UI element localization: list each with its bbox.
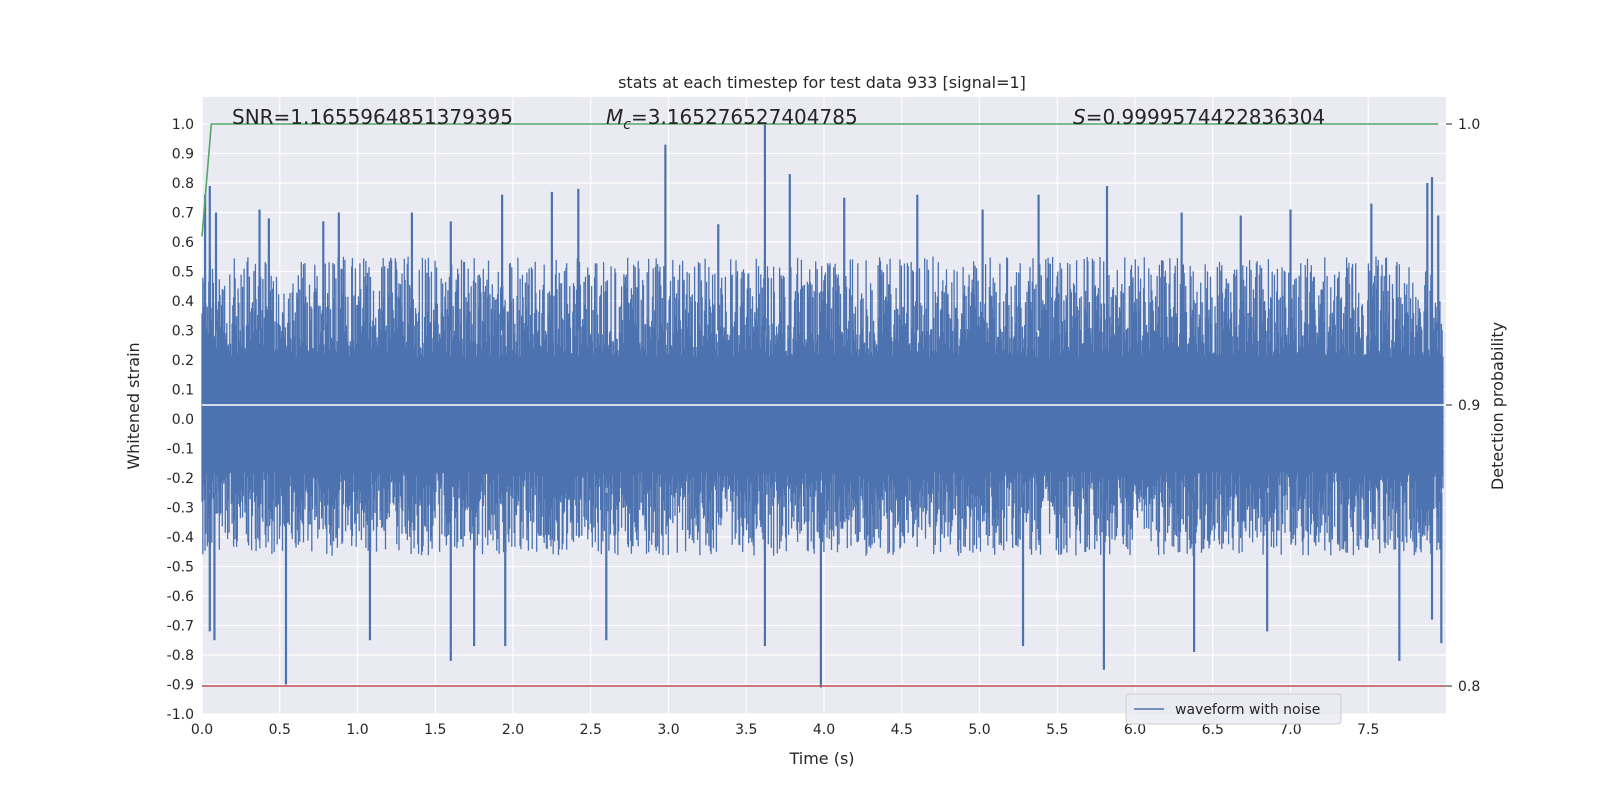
x-tick-label: 5.0 (968, 722, 990, 738)
y-tick-label: 0.4 (172, 294, 194, 310)
legend-box (1125, 693, 1342, 725)
x-tick-label: 3.5 (735, 722, 757, 738)
probability-series (201, 123, 1439, 237)
s-value: =0.9999574422836304 (1086, 105, 1325, 129)
x-tick-label: 0.0 (191, 722, 213, 738)
legend-label: waveform with noise (1175, 702, 1320, 718)
x-tick-label: 7.5 (1357, 722, 1379, 738)
y-axis-right: 1.0 0.9 0.8 (1446, 117, 1480, 695)
y-tick-label: -0.2 (167, 471, 194, 487)
x-tick-label: 1.5 (424, 722, 446, 738)
y-tick-label: -0.4 (167, 530, 194, 546)
mc-annotation: Mc=3.165276527404785 (606, 105, 858, 133)
y-tick-label: 0.7 (172, 206, 194, 222)
y-tick-label: 0.2 (172, 353, 194, 369)
mc-value: =3.165276527404785 (631, 105, 858, 129)
y-tick-label: 0.9 (172, 147, 194, 163)
snr-annotation: SNR=1.1655964851379395 (232, 105, 513, 129)
y-tick-label: -0.3 (167, 501, 194, 517)
s-symbol: S (1073, 105, 1086, 129)
y-tick-label: -0.9 (167, 678, 194, 694)
x-axis-label: Time (s) (788, 749, 854, 768)
y-tick-label: 0.6 (172, 235, 194, 251)
reference-lines (202, 404, 1446, 687)
y-tick-label: 0.5 (172, 265, 194, 281)
y-tick-label: -0.7 (167, 619, 194, 635)
x-tick-label: 2.5 (580, 722, 602, 738)
y-axis-label: Whitened strain (124, 342, 143, 469)
x-tick-label: 1.0 (346, 722, 368, 738)
y-tick-label: -0.5 (167, 560, 194, 576)
x-axis: 0.0 0.5 1.0 1.5 2.0 2.5 3.0 3.5 4.0 4.5 5.0 5.5 6.0 6… (191, 722, 1380, 738)
y-tick-label: 0.0 (172, 412, 194, 428)
y-right-tick-label: 1.0 (1458, 117, 1480, 133)
y-tick-label: -1.0 (167, 707, 194, 723)
s-annotation: S=0.9999574422836304 (1073, 105, 1325, 129)
waveform-core (202, 360, 1443, 473)
y-tick-label: 1.0 (172, 117, 194, 133)
y-tick-label: -0.6 (167, 589, 194, 605)
x-tick-label: 6.0 (1124, 722, 1146, 738)
y-right-tick-label: 0.9 (1458, 398, 1480, 414)
y-tick-label: 0.1 (172, 383, 194, 399)
x-tick-label: 4.5 (891, 722, 913, 738)
x-tick-label: 7.0 (1279, 722, 1301, 738)
x-tick-label: 0.5 (269, 722, 291, 738)
y-right-tick-label: 0.8 (1458, 679, 1480, 695)
mc-subscript: c (623, 117, 631, 133)
mc-symbol: M (606, 105, 623, 129)
y-tick-label: 0.3 (172, 324, 194, 340)
x-tick-label: 5.5 (1046, 722, 1068, 738)
probability-line (201, 123, 1439, 237)
x-tick-label: 3.0 (657, 722, 679, 738)
y-axis-right-label: Detection probability (1488, 322, 1507, 490)
x-tick-label: 4.0 (813, 722, 835, 738)
chart-title: stats at each timestep for test data 933… (618, 73, 1026, 92)
x-tick-label: 6.5 (1202, 722, 1224, 738)
legend: waveform with noise (1125, 693, 1342, 725)
y-tick-label: -0.8 (167, 648, 194, 664)
x-tick-label: 2.0 (502, 722, 524, 738)
y-tick-label: 0.8 (172, 176, 194, 192)
y-tick-label: -0.1 (167, 442, 194, 458)
y-axis-left: 1.0 0.9 0.8 0.7 0.6 0.5 0.4 0.3 0.2 0.1 0.0 -0.1 -0.… (167, 117, 194, 723)
waveform-series (201, 124, 1444, 688)
